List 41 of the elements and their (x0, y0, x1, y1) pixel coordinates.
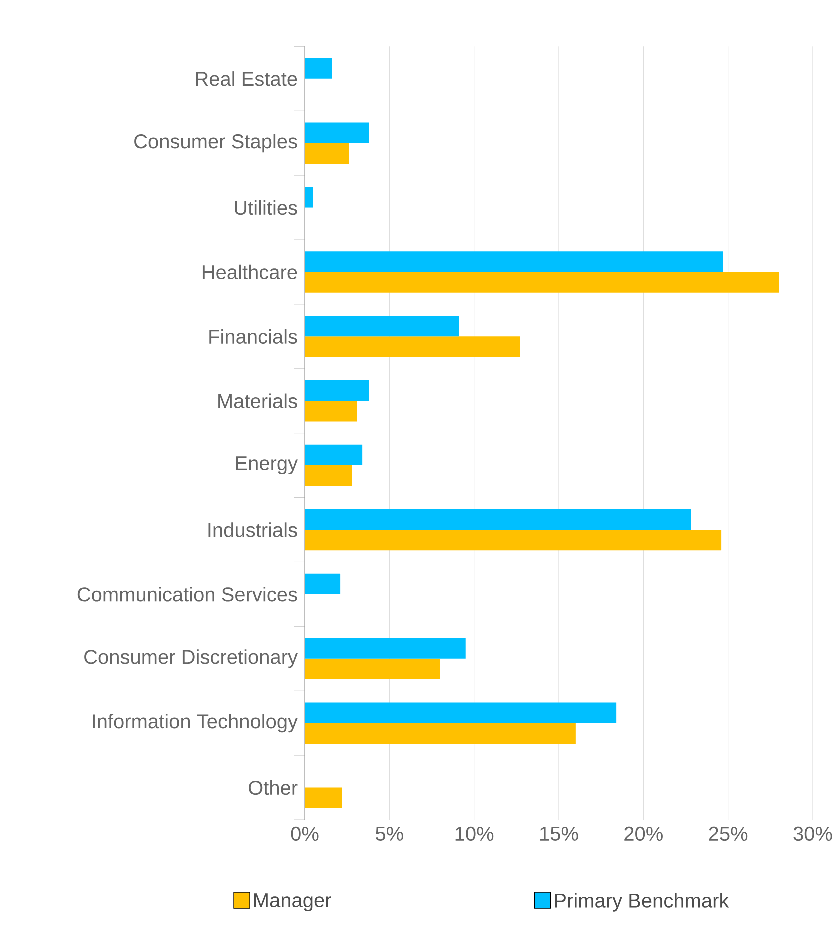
bar (304, 252, 724, 272)
bar (304, 187, 314, 208)
legend-label: Primary Benchmark (555, 893, 730, 912)
x-tick-label: 25% (709, 826, 748, 842)
bar (304, 401, 358, 422)
bar (304, 444, 363, 466)
y-tick-label: Healthcare (202, 264, 298, 280)
y-tick-label: Information Technology (93, 714, 298, 733)
x-tick-label: 15% (540, 826, 578, 842)
bar (304, 143, 350, 164)
y-tick-label: Other (248, 780, 298, 796)
x-tick-label: 5% (376, 826, 404, 842)
y-tick-label: Real Estate (196, 72, 298, 86)
bar (304, 380, 370, 402)
bar (304, 723, 576, 744)
bar (304, 638, 466, 659)
bar (304, 574, 341, 594)
y-tick-label: Energy (236, 456, 298, 475)
bar (304, 509, 692, 530)
bar (304, 122, 370, 144)
bar (304, 272, 780, 293)
bar (304, 658, 440, 680)
bar (304, 58, 332, 79)
x-tick-label: 10% (456, 826, 494, 842)
bar (304, 316, 460, 337)
x-tick-label: 0% (291, 826, 319, 842)
y-tick-label: Materials (218, 394, 298, 408)
bar (304, 336, 520, 358)
x-tick-label: 30% (794, 826, 832, 842)
y-tick-label: Consumer Discretionary (84, 650, 298, 668)
bar (304, 530, 722, 551)
bar (304, 702, 617, 724)
x-tick-label: 20% (624, 826, 663, 842)
y-tick-label: Consumer Staples (134, 134, 298, 153)
y-tick-label: Financials (210, 329, 298, 344)
y-tick-label: Industrials (208, 522, 298, 538)
bar (304, 788, 342, 808)
y-tick-label: Utilities (235, 200, 298, 216)
y-tick-label: Communication Services (78, 587, 298, 602)
bar (304, 466, 352, 486)
legend-label: Manager (254, 894, 332, 912)
